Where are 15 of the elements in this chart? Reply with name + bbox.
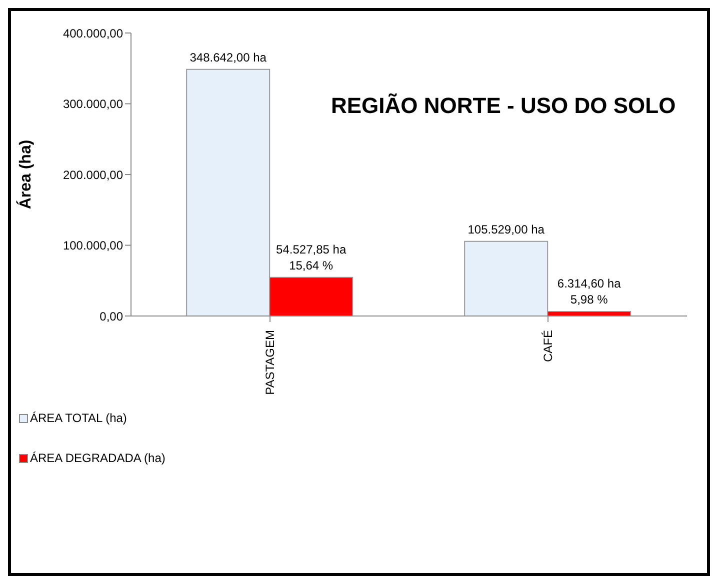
data-label: 54.527,85 ha 15,64 %	[276, 242, 346, 272]
x-tick-label: PASTAGEM	[263, 330, 277, 395]
x-tick-label: CAFÉ	[541, 330, 555, 362]
y-axis-title: Área (ha)	[16, 140, 35, 210]
legend-label: ÁREA DEGRADADA (ha)	[30, 451, 166, 465]
data-label: 105.529,00 ha	[468, 222, 545, 236]
y-tick-label: 400.000,00	[62, 26, 124, 40]
data-label: 6.314,60 ha 5,98 %	[557, 276, 622, 307]
text: REGIÃO NORTE - USO DO SOLO	[331, 93, 676, 119]
y-tick-label: 200.000,00	[62, 168, 124, 182]
y-tick-label: 100.000,00	[62, 238, 124, 253]
data-label: 348.642,00 ha	[190, 50, 267, 64]
y-tick-label: 0,00	[100, 309, 124, 324]
legend-label: ÁREA TOTAL (ha)	[30, 411, 127, 425]
y-tick-label: 300.000,00	[62, 97, 124, 112]
